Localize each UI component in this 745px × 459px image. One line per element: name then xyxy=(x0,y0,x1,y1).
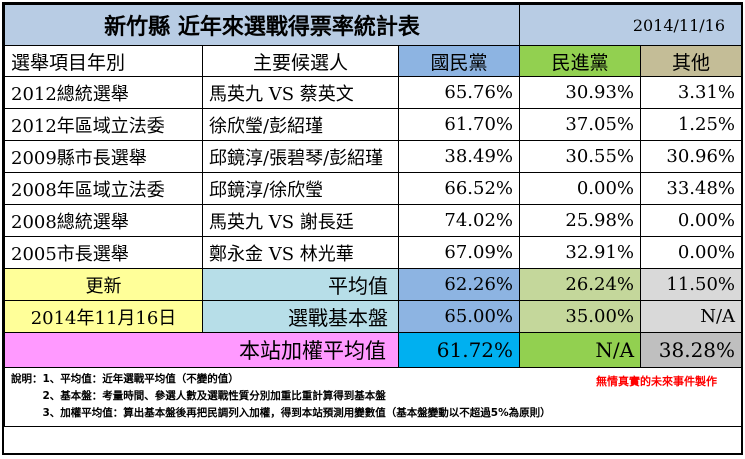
header-kmt: 國民黨 xyxy=(397,45,521,77)
row-item: 2012年區域立法委 xyxy=(4,108,203,141)
notes-block: 無情真實的未來事件製作 說明：1、平均值：近年選戰平均值（不變的值） 2、基本盤… xyxy=(11,371,735,422)
note-line-3: 3、加權平均值：算出基本盤後再把民調列入加權，得到本站預測用變數值（基本盤變動以… xyxy=(11,407,551,419)
title-row: 新竹縣 近年來選戰得票率統計表 2014/11/16 xyxy=(3,4,743,46)
sheet-date: 2014/11/16 xyxy=(519,4,743,46)
row-item: 2005市長選舉 xyxy=(4,236,203,269)
table-row: 2009縣市長選舉 邱鏡淳/張碧琴/彭紹瑾 38.49% 30.55% 30.9… xyxy=(4,140,743,173)
table-row: 2008年區域立法委 邱鏡淳/徐欣瑩 66.52% 0.00% 33.48% xyxy=(4,172,743,205)
base-row: 2014年11月16日 選戰基本盤 65.00% 35.00% N/A xyxy=(4,300,743,333)
row-candidates: 馬英九 VS 謝長廷 xyxy=(202,204,399,237)
sheet-title: 新竹縣 近年來選戰得票率統計表 xyxy=(3,4,521,46)
weighted-dpp: N/A xyxy=(519,332,642,368)
credit-text: 無情真實的未來事件製作 xyxy=(596,375,718,388)
weighted-other: 38.28% xyxy=(640,332,743,368)
note-line-2: 2、基本盤：考量時間、參選人數及選戰性質分別加重比重計算得到基本盤 xyxy=(11,390,386,402)
row-dpp: 25.98% xyxy=(519,204,642,237)
average-label: 平均值 xyxy=(202,268,399,301)
row-other: 0.00% xyxy=(640,236,743,269)
vote-share-table: 新竹縣 近年來選戰得票率統計表 2014/11/16 選舉項目年別 主要候選人 … xyxy=(3,4,743,427)
row-dpp: 30.55% xyxy=(519,140,642,173)
base-dpp: 35.00% xyxy=(519,300,642,333)
table-row: 2008總統選舉 馬英九 VS 謝長廷 74.02% 25.98% 0.00% xyxy=(4,204,743,237)
row-other: 30.96% xyxy=(640,140,743,173)
header-item: 選舉項目年別 xyxy=(4,45,203,77)
row-candidates: 鄭永金 VS 林光華 xyxy=(202,236,399,269)
row-kmt: 66.52% xyxy=(397,172,521,205)
row-candidates: 徐欣瑩/彭紹瑾 xyxy=(202,108,399,141)
row-other: 0.00% xyxy=(640,204,743,237)
header-row: 選舉項目年別 主要候選人 國民黨 民進黨 其他 xyxy=(4,45,743,77)
average-row: 更新 平均值 62.26% 26.24% 11.50% xyxy=(4,268,743,301)
row-kmt: 38.49% xyxy=(397,140,521,173)
row-other: 33.48% xyxy=(640,172,743,205)
row-kmt: 74.02% xyxy=(397,204,521,237)
update-date: 2014年11月16日 xyxy=(4,300,203,333)
update-label: 更新 xyxy=(4,268,203,301)
notes-row: 無情真實的未來事件製作 說明：1、平均值：近年選戰平均值（不變的值） 2、基本盤… xyxy=(3,367,743,427)
row-item: 2012總統選舉 xyxy=(4,76,203,109)
row-dpp: 32.91% xyxy=(519,236,642,269)
weighted-row: 本站加權平均值 61.72% N/A 38.28% xyxy=(4,332,743,368)
notes-cell: 無情真實的未來事件製作 說明：1、平均值：近年選戰平均值（不變的值） 2、基本盤… xyxy=(3,367,743,427)
row-item: 2008總統選舉 xyxy=(4,204,203,237)
row-dpp: 37.05% xyxy=(519,108,642,141)
table-row: 2005市長選舉 鄭永金 VS 林光華 67.09% 32.91% 0.00% xyxy=(4,236,743,269)
row-kmt: 65.76% xyxy=(397,76,521,109)
average-kmt: 62.26% xyxy=(397,268,521,301)
base-other: N/A xyxy=(640,300,743,333)
row-other: 3.31% xyxy=(640,76,743,109)
base-kmt: 65.00% xyxy=(397,300,521,333)
row-candidates: 邱鏡淳/徐欣瑩 xyxy=(202,172,399,205)
row-item: 2008年區域立法委 xyxy=(4,172,203,205)
table-row: 2012年區域立法委 徐欣瑩/彭紹瑾 61.70% 37.05% 1.25% xyxy=(4,108,743,141)
weighted-label: 本站加權平均值 xyxy=(4,332,399,368)
table-row: 2012總統選舉 馬英九 VS 蔡英文 65.76% 30.93% 3.31% xyxy=(4,76,743,109)
row-item: 2009縣市長選舉 xyxy=(4,140,203,173)
row-kmt: 67.09% xyxy=(397,236,521,269)
row-candidates: 邱鏡淳/張碧琴/彭紹瑾 xyxy=(202,140,399,173)
row-kmt: 61.70% xyxy=(397,108,521,141)
base-label: 選戰基本盤 xyxy=(202,300,399,333)
average-dpp: 26.24% xyxy=(519,268,642,301)
note-line-1: 說明：1、平均值：近年選戰平均值（不變的值） xyxy=(11,373,239,385)
row-dpp: 30.93% xyxy=(519,76,642,109)
row-candidates: 馬英九 VS 蔡英文 xyxy=(202,76,399,109)
average-other: 11.50% xyxy=(640,268,743,301)
weighted-kmt: 61.72% xyxy=(397,332,521,368)
header-dpp: 民進黨 xyxy=(519,45,642,77)
header-other: 其他 xyxy=(640,45,743,77)
header-candidates: 主要候選人 xyxy=(202,45,399,77)
row-other: 1.25% xyxy=(640,108,743,141)
row-dpp: 0.00% xyxy=(519,172,642,205)
